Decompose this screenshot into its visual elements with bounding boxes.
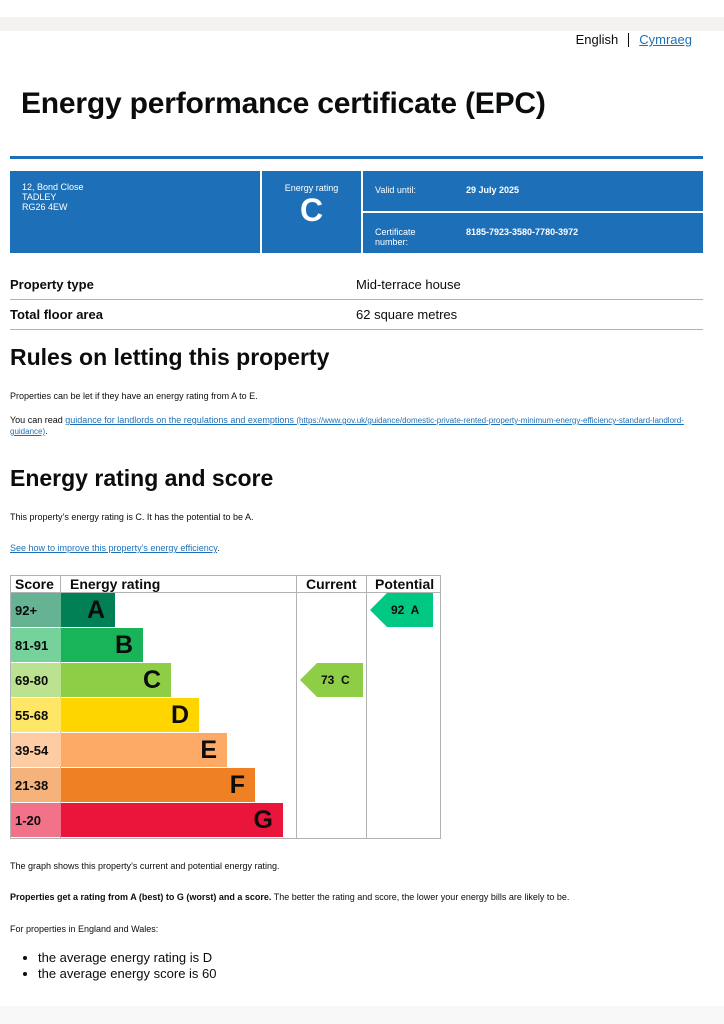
band-bar: D [61, 698, 199, 732]
band-bar: A [61, 593, 115, 627]
potential-rating-label: 92 A [391, 603, 420, 617]
letting-heading: Rules on letting this property [10, 344, 330, 370]
improve-suffix: . [217, 543, 220, 553]
header-energy-rating: Energy rating [70, 576, 161, 592]
valid-until-value: 29 July 2025 [466, 185, 520, 195]
rating-explanation-bold: Properties get a rating from A (best) to… [10, 892, 272, 902]
guidance-suffix: . [45, 426, 48, 436]
language-divider [628, 32, 630, 47]
language-current: English [575, 32, 619, 47]
header-current: Current [306, 576, 357, 592]
title-rule [10, 156, 703, 159]
band-bar: B [61, 628, 143, 662]
property-row: Total floor area 62 square metres [10, 300, 703, 330]
current-arrow [300, 663, 363, 697]
top-banner [0, 17, 724, 31]
band-score: 39-54 [11, 733, 61, 767]
improve-line: See how to improve this property’s energ… [10, 543, 700, 554]
list-item: the average energy score is 60 [38, 966, 217, 982]
chart-frame [10, 575, 441, 839]
band-score: 21-38 [11, 768, 61, 802]
improve-efficiency-link[interactable]: See how to improve this property’s energ… [10, 543, 218, 553]
chart-header-divider [10, 592, 441, 593]
energy-rating-letter: C [299, 192, 324, 228]
guidance-link-url: (https://www.gov.uk/guidance/domestic-pr… [10, 416, 684, 436]
property-details: Property type Mid-terrace house Total fl… [10, 270, 703, 330]
list-item: the average energy rating is D [38, 950, 217, 966]
letting-guidance: You can read guidance for landlords on t… [10, 415, 700, 437]
floor-area-label: Total floor area [10, 307, 103, 322]
rating-explanation-rest: The better the rating and score, the low… [271, 892, 570, 902]
energy-rating-chart: Score Energy rating Current Potential 92… [10, 575, 441, 839]
band-score: 55-68 [11, 698, 61, 732]
energy-rating-label: Energy rating [284, 183, 339, 193]
band-score: 81-91 [11, 628, 61, 662]
certificate-summary: 12, Bond Close TADLEY RG26 4EW Energy ra… [10, 171, 703, 253]
guidance-link[interactable]: guidance for landlords on the regulation… [10, 415, 684, 436]
floor-area-value: 62 square metres [356, 307, 458, 322]
potential-arrow [370, 593, 433, 627]
energy-summary-text: This property’s energy rating is C. It h… [10, 512, 254, 522]
address-line: TADLEY [22, 192, 57, 202]
property-type-label: Property type [10, 277, 94, 292]
address-line: 12, Bond Close [22, 182, 84, 192]
chart-divider [366, 575, 367, 839]
band-bar: F [61, 768, 255, 802]
chart-divider [296, 575, 297, 839]
band-score: 69-80 [11, 663, 61, 697]
footer-band [0, 1006, 724, 1024]
band-bar: E [61, 733, 227, 767]
band-score: 1-20 [11, 803, 61, 837]
property-type-value: Mid-terrace house [356, 277, 461, 292]
band-bar: C [61, 663, 171, 697]
potential-arrow-shape [370, 593, 433, 627]
certificate-number-value: 8185-7923-3580-7780-3972 [466, 227, 579, 237]
page-title: Energy performance certificate (EPC) [21, 87, 546, 120]
header-potential: Potential [375, 576, 435, 592]
property-row: Property type Mid-terrace house [10, 270, 703, 300]
average-list: the average energy rating is D the avera… [22, 950, 217, 982]
valid-until-box: Valid until: 29 July 2025 [363, 171, 703, 211]
current-rating-label: 73 C [321, 673, 350, 687]
band-score: 92+ [11, 593, 61, 627]
guidance-link-text: guidance for landlords on the regulation… [65, 415, 294, 425]
valid-until-label: Valid until: [375, 185, 416, 195]
header-score: Score [15, 576, 54, 592]
region-text: For properties in England and Wales: [10, 924, 159, 934]
certificate-number-label: Certificate number: [375, 227, 416, 247]
certificate-number-box: Certificate number: 8185-7923-3580-7780-… [363, 213, 703, 253]
energy-heading: Energy rating and score [10, 465, 274, 491]
band-bar: G [61, 803, 283, 837]
rating-explanation: Properties get a rating from A (best) to… [10, 892, 700, 903]
guidance-prefix: You can read [10, 415, 66, 425]
energy-rating-box: Energy rating C [262, 171, 361, 253]
graph-text: The graph shows this property’s current … [10, 861, 280, 871]
language-switcher: English Cymraeg [576, 32, 692, 47]
property-address: 12, Bond Close TADLEY RG26 4EW [10, 171, 260, 253]
language-cymraeg-link[interactable]: Cymraeg [639, 32, 692, 47]
current-arrow-shape [300, 663, 363, 697]
address-line: RG26 4EW [22, 202, 68, 212]
letting-text: Properties can be let if they have an en… [10, 391, 258, 401]
